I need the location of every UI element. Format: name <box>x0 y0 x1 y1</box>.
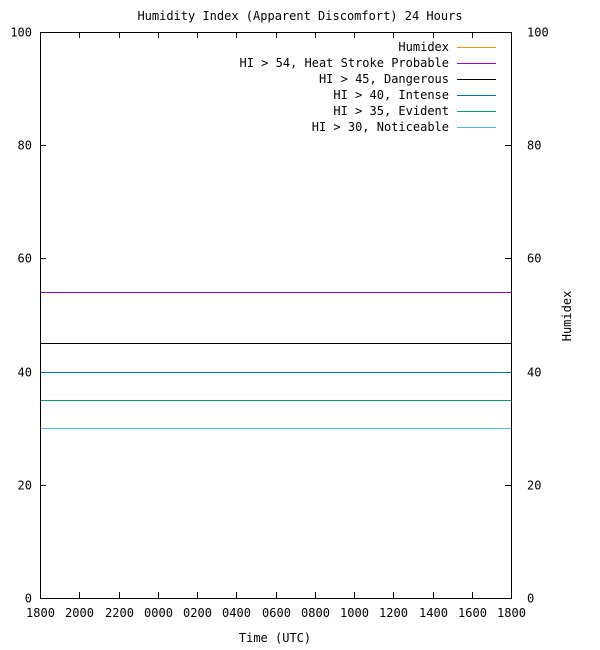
y-tick-label-left: 0 <box>25 592 32 606</box>
y-tick-label-right: 80 <box>527 139 541 153</box>
x-axis-label: Time (UTC) <box>239 631 311 645</box>
y-tick-label-right: 60 <box>527 252 541 266</box>
x-tick-label: 2000 <box>65 606 94 620</box>
series-lines <box>41 292 511 429</box>
legend-label: HI > 54, Heat Stroke Probable <box>239 56 449 70</box>
y-tick-label-left: 40 <box>18 366 32 380</box>
y-axis-label: Humidex <box>560 291 574 342</box>
chart-title: Humidity Index (Apparent Discomfort) 24 … <box>137 9 462 23</box>
x-tick-label: 1400 <box>419 606 448 620</box>
x-tick-label: 1800 <box>497 606 526 620</box>
axis-ticks: 0 0 20 20 40 40 60 60 80 80 100 100 1800 2000 2200 0000… <box>10 26 548 621</box>
y-tick-label-left: 20 <box>18 479 32 493</box>
x-tick-label: 0800 <box>301 606 330 620</box>
legend: Humidex HI > 54, Heat Stroke Probable HI >… <box>239 40 496 134</box>
y-tick-label-right: 100 <box>527 26 549 40</box>
x-tick-label: 0400 <box>222 606 251 620</box>
legend-label: HI > 35, Evident <box>333 104 449 118</box>
x-tick-label: 2200 <box>105 606 134 620</box>
x-tick-label: 1800 <box>26 606 55 620</box>
x-tick-label: 1000 <box>340 606 369 620</box>
y-tick-label-right: 0 <box>527 592 534 606</box>
legend-label: Humidex <box>398 40 449 54</box>
x-tick-label: 0200 <box>183 606 212 620</box>
legend-label: HI > 45, Dangerous <box>319 72 449 86</box>
legend-label: HI > 30, Noticeable <box>312 120 449 134</box>
x-tick-label: 0000 <box>144 606 173 620</box>
y-tick-label-right: 40 <box>527 366 541 380</box>
legend-label: HI > 40, Intense <box>333 88 449 102</box>
y-tick-label-left: 100 <box>10 26 32 40</box>
x-tick-label: 1600 <box>458 606 487 620</box>
y-tick-label-left: 80 <box>18 139 32 153</box>
y-tick-label-left: 60 <box>18 252 32 266</box>
y-tick-label-right: 20 <box>527 479 541 493</box>
x-tick-label: 0600 <box>262 606 291 620</box>
x-tick-label: 1200 <box>379 606 408 620</box>
